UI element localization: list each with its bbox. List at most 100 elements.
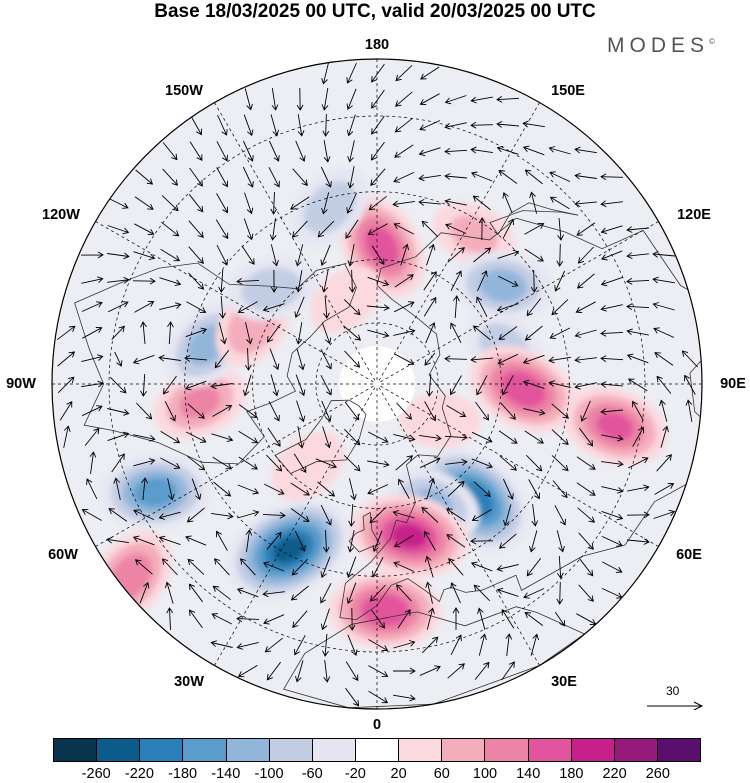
wind-arrow xyxy=(315,458,338,469)
wind-arrow xyxy=(370,168,386,186)
wind-arrow xyxy=(574,146,597,154)
modes-logo: MODES© xyxy=(607,34,715,58)
wind-arrow xyxy=(453,295,460,319)
wind-arrow xyxy=(322,113,330,137)
colorbar-tick-label: 140 xyxy=(516,766,541,782)
wind-arrow xyxy=(367,484,389,495)
wind-arrow xyxy=(81,508,102,521)
wind-arrow xyxy=(345,687,360,707)
wind-arrow xyxy=(578,584,594,602)
colorbar-segment xyxy=(485,739,529,761)
wind-arrow xyxy=(134,559,153,575)
colorbar-tick-label: 180 xyxy=(559,766,584,782)
wind-arrow xyxy=(445,458,468,466)
wind-arrow xyxy=(268,400,280,422)
wind-arrow xyxy=(395,455,413,471)
anomaly-contour xyxy=(272,536,306,563)
wind-arrow xyxy=(132,277,156,285)
wind-arrow xyxy=(109,376,127,394)
wind-arrow xyxy=(523,588,545,599)
wind-arrow xyxy=(245,322,253,345)
wind-arrow xyxy=(419,457,441,469)
wind-arrow xyxy=(426,373,433,397)
wind-arrow xyxy=(450,634,462,656)
wind-arrow xyxy=(444,355,468,363)
wind-arrow xyxy=(133,509,155,521)
wind-arrow xyxy=(654,482,675,495)
wind-arrow xyxy=(523,408,546,416)
wind-arrow xyxy=(554,611,566,627)
wind-arrow xyxy=(133,434,156,442)
wind-arrow xyxy=(267,427,281,447)
lon-label-120w: 120W xyxy=(42,207,80,223)
wind-arrow xyxy=(164,581,174,604)
wind-arrow xyxy=(476,375,488,396)
wind-arrow xyxy=(167,321,174,345)
wind-arrow xyxy=(418,147,441,157)
wind-arrow xyxy=(578,558,594,577)
wind-arrow xyxy=(505,633,513,656)
anomaly-contour xyxy=(505,375,541,404)
wind-arrow xyxy=(81,380,104,388)
anomaly-contour xyxy=(482,271,524,300)
colorbar-segment xyxy=(571,739,615,761)
wind-arrow xyxy=(161,558,178,576)
globe-border xyxy=(51,58,703,710)
lon-label-120e: 120E xyxy=(677,207,711,223)
wind-arrow xyxy=(601,535,623,547)
wind-arrow xyxy=(601,510,624,521)
wind-arrow xyxy=(426,607,435,630)
wind-arrow xyxy=(601,460,624,468)
wind-arrow xyxy=(529,191,538,214)
wind-arrow xyxy=(449,375,462,396)
graticule xyxy=(52,59,702,709)
colorbar-segment xyxy=(269,739,313,761)
wind-arrow xyxy=(216,167,229,188)
wind-arrow xyxy=(497,249,520,259)
wind-arrow xyxy=(133,458,156,467)
wind-arrow xyxy=(323,295,330,319)
wind-arrow xyxy=(296,400,306,423)
wind-arrow xyxy=(446,508,466,522)
wind-arrow xyxy=(580,400,591,422)
wind-arrow xyxy=(347,530,355,553)
wind-arrow xyxy=(526,558,542,577)
wind-arrow xyxy=(394,144,414,158)
latitude-circle xyxy=(315,322,439,446)
wind-arrow xyxy=(418,198,441,206)
wind-arrow xyxy=(475,401,490,421)
wind-arrow xyxy=(158,511,181,520)
wind-arrow xyxy=(159,277,182,287)
wind-arrow xyxy=(186,507,205,523)
coastline xyxy=(283,606,671,709)
wind-arrow xyxy=(450,582,461,604)
wind-arrow xyxy=(524,430,544,444)
wind-arrow xyxy=(269,348,280,371)
wind-arrow xyxy=(266,323,281,343)
wind-arrow xyxy=(106,536,129,544)
wind-arrow xyxy=(162,168,178,186)
wind-arrow xyxy=(140,321,147,345)
wind-arrow xyxy=(578,532,594,550)
wind-arrow xyxy=(574,329,597,338)
wind-arrow xyxy=(214,350,230,369)
wind-arrow xyxy=(348,503,355,527)
colorbar-segment xyxy=(226,739,270,761)
wind-arrow xyxy=(471,509,492,522)
wind-arrow xyxy=(344,402,360,421)
wind-arrow xyxy=(292,610,308,628)
wind-arrow xyxy=(632,426,644,447)
wind-arrow xyxy=(132,535,155,546)
wind-arrow xyxy=(114,351,123,367)
wind-arrow xyxy=(343,325,362,341)
wind-arrow xyxy=(238,456,258,470)
wind-arrow xyxy=(56,325,76,341)
wind-arrow xyxy=(526,298,542,317)
wind-arrow xyxy=(444,173,468,180)
wind-arrow xyxy=(393,694,416,702)
wind-arrow xyxy=(295,374,306,397)
wind-arrow xyxy=(653,327,675,338)
wind-arrow xyxy=(320,244,331,267)
wind-arrow xyxy=(444,95,467,105)
wind-arrow xyxy=(111,325,125,341)
